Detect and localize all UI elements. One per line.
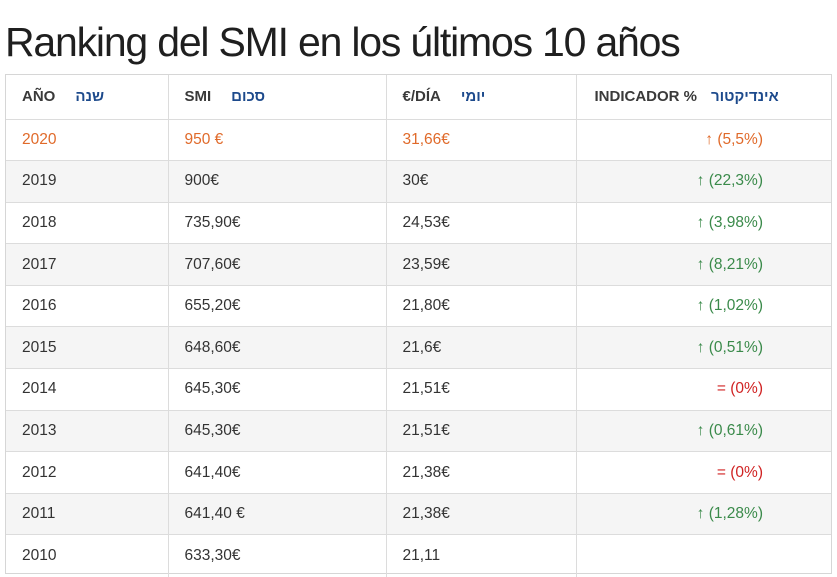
cell-per-day: 21,51€ <box>386 410 577 453</box>
table-row: 2019 900€ 30€ ↑ (22,3%) <box>6 160 831 203</box>
header-per-day: €/DÍA יומי <box>386 75 577 120</box>
cell-smi: 648,60€ <box>168 326 387 370</box>
table-row: 2012 641,40€ 21,38€ = (0%) <box>6 451 831 494</box>
header-year: AÑO שנה <box>6 75 169 120</box>
table-header-row: AÑO שנה SMI סכום €/DÍA יומי INDICADOR % אינד… <box>6 75 831 120</box>
cell-year: 2014 <box>6 368 169 411</box>
smi-ranking-table: AÑO שנה SMI סכום €/DÍA יומי INDICADOR % אינד… <box>6 75 831 577</box>
page-title: Ranking del SMI en los últimos 10 años <box>5 19 681 65</box>
cell-indicator: ↑ (22,3%) <box>576 160 831 203</box>
cell-smi: 707,60€ <box>168 243 387 286</box>
header-year-hebrew: שנה <box>75 88 105 106</box>
table-row: 2015 648,60€ 21,6€ ↑ (0,51%) <box>6 326 831 370</box>
cell-indicator: ↑ (0,61%) <box>576 410 831 453</box>
cell-smi: 641,40 € <box>168 493 387 536</box>
cell-per-day: 21,6€ <box>386 326 577 370</box>
cell-indicator: ↑ (3,98%) <box>576 202 831 245</box>
smi-table-container: AÑO שנה SMI סכום €/DÍA יומי INDICADOR % אינד… <box>5 74 832 577</box>
cell-per-day: 31,66€ <box>386 119 577 162</box>
header-indicator: INDICADOR % אינדיקטור <box>576 75 831 120</box>
cell-indicator: ↑ (0,51%) <box>576 326 831 370</box>
cell-smi: 645,30€ <box>168 410 387 453</box>
cell-year: 2012 <box>6 451 169 494</box>
table-row: 2020 950 €31,66€ ↑ (5,5%) <box>6 119 831 162</box>
cell-per-day: 21,38€ <box>386 451 577 494</box>
header-smi: SMI סכום <box>168 75 387 120</box>
cell-indicator: ↑ (8,21%) <box>576 243 831 286</box>
table-body: 2020 950 €31,66€ ↑ (5,5%) 2019 900€ 30€ ↑ (22,… <box>6 119 831 577</box>
cell-smi: 633,30€ <box>168 534 387 577</box>
header-per-day-label: €/DÍA <box>402 88 441 106</box>
cell-indicator: = (0%) <box>576 451 831 494</box>
cell-smi: 655,20€ <box>168 285 387 328</box>
cell-indicator <box>576 535 831 577</box>
table-row: 2016 655,20€ 21,80€ ↑ (1,02%) <box>6 285 831 328</box>
cell-smi: 645,30€ <box>168 368 387 411</box>
cell-year: 2020 <box>6 119 169 162</box>
cell-smi: 641,40€ <box>168 451 387 494</box>
cell-per-day: 30€ <box>386 160 577 203</box>
table-row: 2018 735,90€ 24,53€ ↑ (3,98%) <box>6 202 831 245</box>
cell-per-day: 21,38€ <box>386 493 577 536</box>
table-row: 2014 645,30€ 21,51€ = (0%) <box>6 368 831 411</box>
cell-smi: 900€ <box>168 160 387 203</box>
cell-indicator: = (0%) <box>576 368 831 411</box>
header-smi-label: SMI <box>184 88 212 106</box>
cell-indicator: ↑ (1,28%) <box>576 493 831 536</box>
cell-smi: 735,90€ <box>168 202 387 245</box>
table-row: 2011 641,40 €21,38€ ↑ (1,28%) <box>6 493 831 536</box>
cell-per-day: 23,59€ <box>386 243 577 286</box>
cell-year: 2017 <box>6 243 169 286</box>
header-indicator-label: INDICADOR % <box>594 88 698 106</box>
cell-per-day: 21,80€ <box>386 285 577 328</box>
cell-year: 2013 <box>6 410 169 453</box>
cell-year: 2010 <box>6 534 169 577</box>
cell-year: 2011 <box>6 493 169 536</box>
cell-year: 2016 <box>6 285 169 328</box>
cell-year: 2018 <box>6 202 169 245</box>
cell-year: 2015 <box>6 326 169 370</box>
header-indicator-hebrew: אינדיקטור <box>711 88 779 106</box>
cell-smi: 950 € <box>168 119 387 162</box>
table-row: 2010 633,30€ 21,11 <box>6 534 831 577</box>
table-row: 2013 645,30€ 21,51€ ↑ (0,61%) <box>6 410 831 453</box>
cell-per-day: 21,51€ <box>386 368 577 411</box>
header-year-label: AÑO <box>22 88 56 106</box>
cell-indicator: ↑ (5,5%) <box>576 119 831 162</box>
cell-per-day: 21,11 <box>386 534 577 577</box>
cell-year: 2019 <box>6 160 169 203</box>
header-smi-hebrew: סכום <box>231 88 266 106</box>
table-row: 2017 707,60€ 23,59€ ↑ (8,21%) <box>6 243 831 286</box>
header-per-day-hebrew: יומי <box>460 88 486 106</box>
cell-per-day: 24,53€ <box>386 202 577 245</box>
cell-indicator: ↑ (1,02%) <box>576 285 831 328</box>
